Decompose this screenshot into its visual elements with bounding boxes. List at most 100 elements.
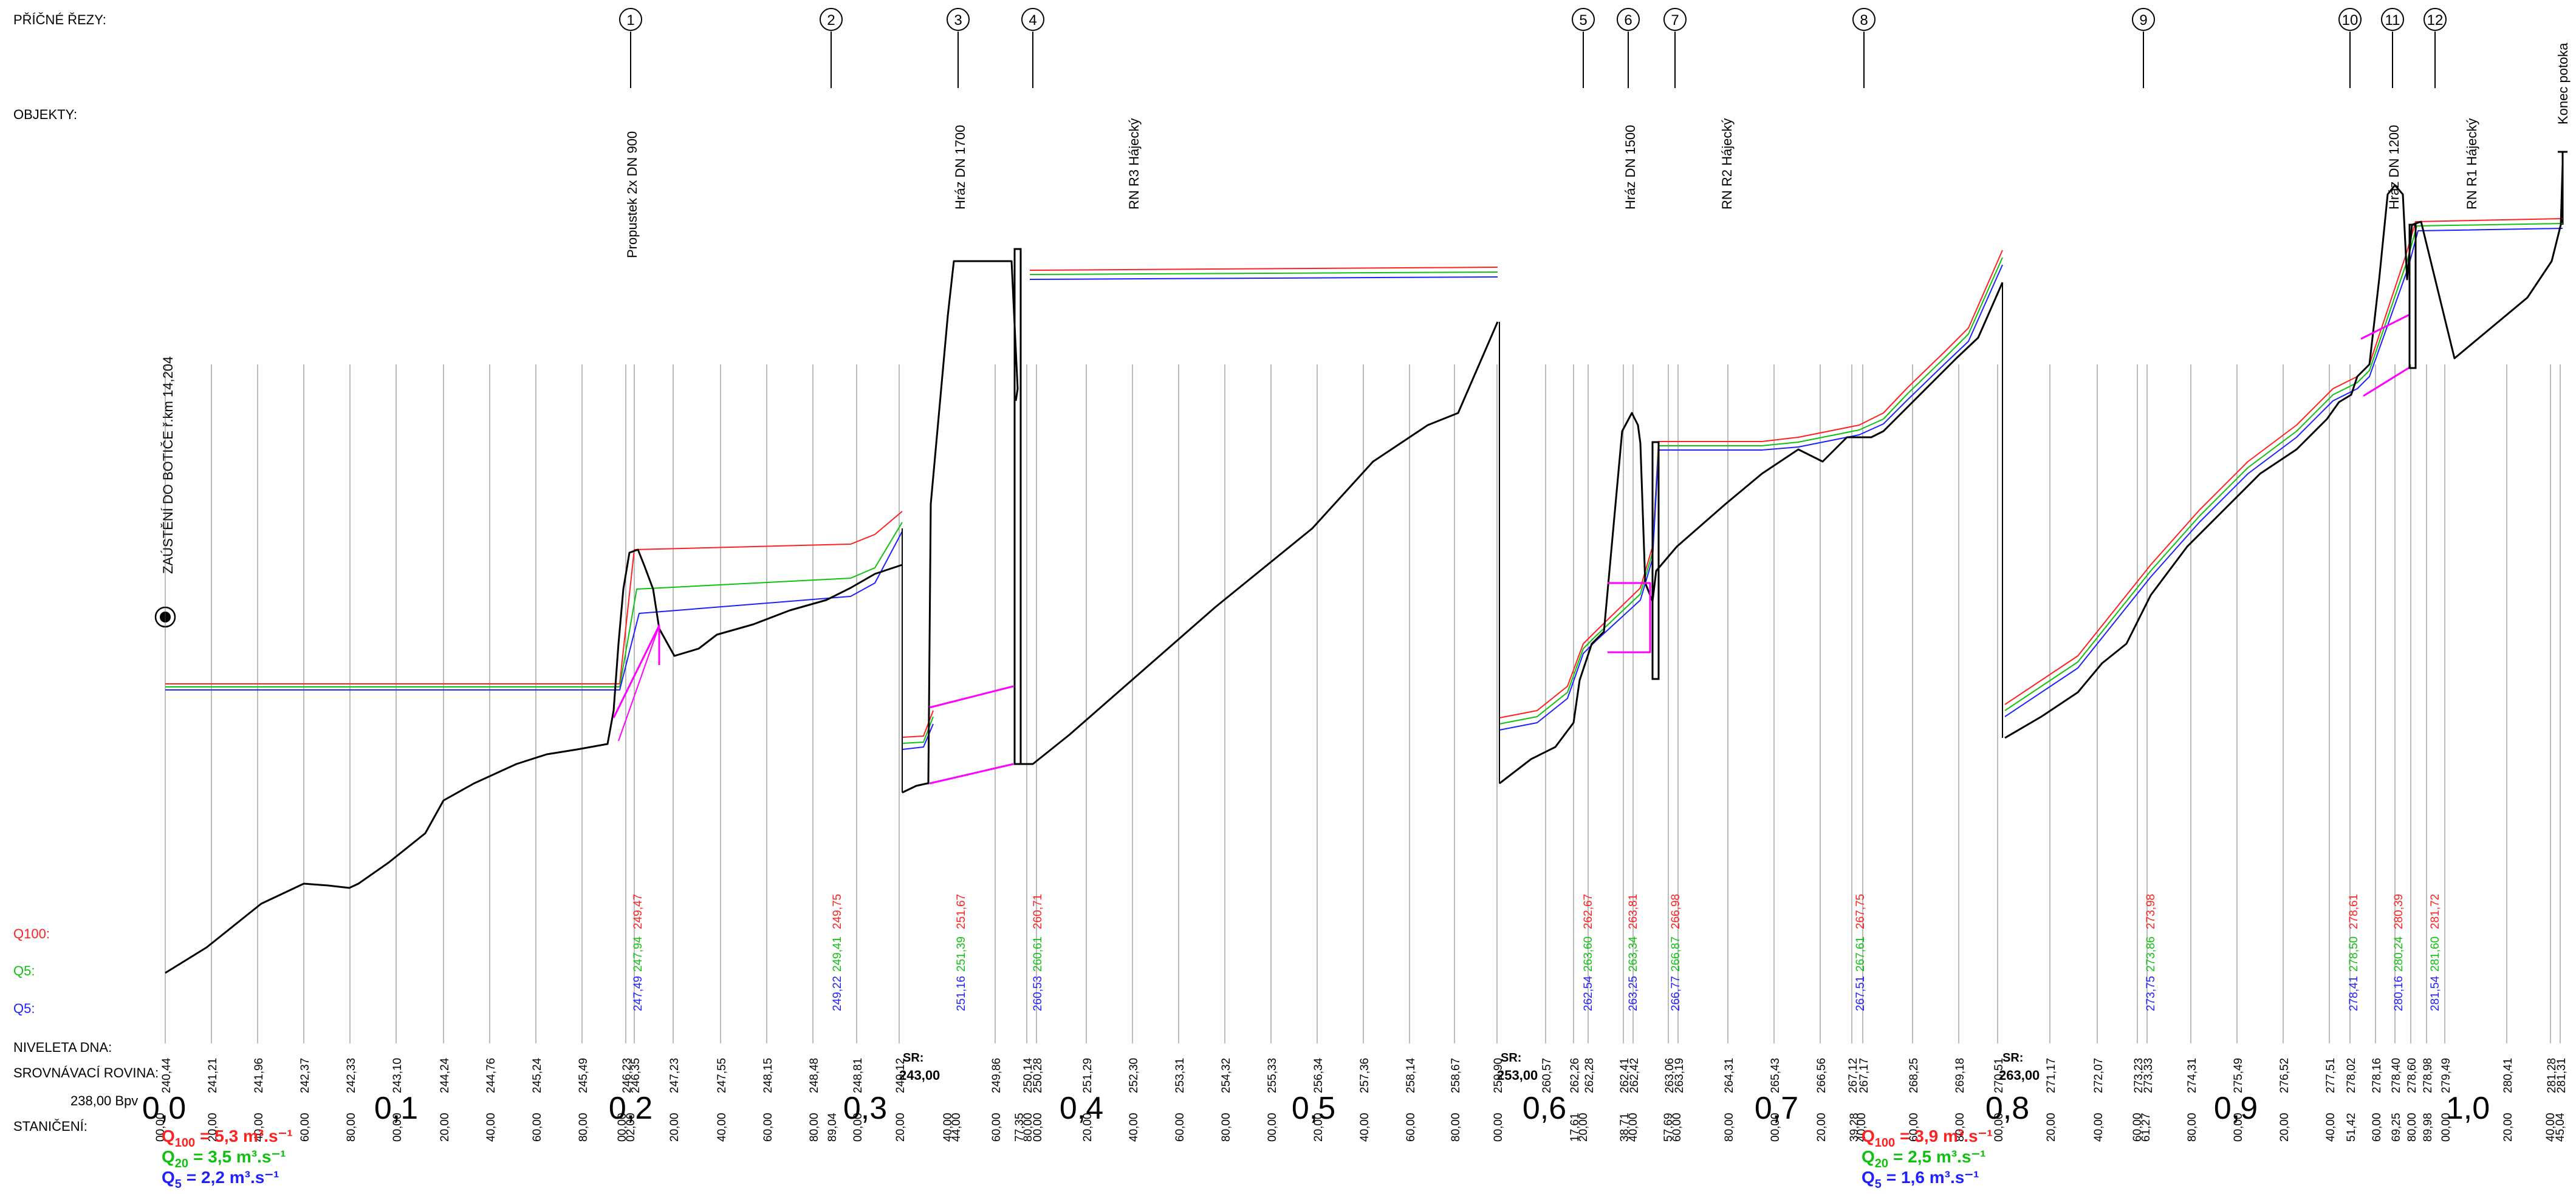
sr-marker-value: 243,00	[899, 1068, 940, 1083]
niveleta-value: 262,28	[1583, 1058, 1596, 1093]
niveleta-value: 281,28	[2546, 1058, 2558, 1093]
stationing-value: 40,00	[716, 1113, 728, 1142]
culvert-outline	[2363, 366, 2410, 397]
q5-level-value: 267,51	[1854, 976, 1867, 1011]
niveleta-value: 267,12	[1847, 1058, 1860, 1093]
stationing-value: 80,00	[1954, 1113, 1967, 1142]
niveleta-value: 270,51	[1993, 1058, 2006, 1093]
stationing-value: 80,00	[808, 1113, 821, 1142]
stationing-value: 44,00	[950, 1113, 963, 1142]
cross-section-number: 5	[1579, 12, 1587, 29]
q100-level-value: 249,75	[831, 894, 844, 929]
km-tick-label: 0,4	[1060, 1091, 1103, 1126]
cross-section-number: 6	[1624, 12, 1632, 29]
niveleta-value: 278,02	[2345, 1058, 2358, 1093]
discharge-legend-item: Q100 = 5,3 m³.s⁻¹	[162, 1127, 293, 1150]
q100-level-value: 249,47	[632, 894, 645, 929]
stationing-value: 00,00	[2440, 1113, 2453, 1142]
niveleta-value: 267,17	[1858, 1058, 1871, 1093]
q100-level-value: 262,67	[1582, 894, 1595, 929]
stationing-value: 39,28	[1848, 1113, 1861, 1142]
niveleta-value: 256,34	[1312, 1057, 1325, 1093]
sr-marker-label: SR:	[903, 1051, 923, 1065]
stationing-value: 60,00	[762, 1113, 775, 1142]
discharge-symbol: Q	[162, 1168, 175, 1187]
channel-bed-line	[1021, 321, 1499, 765]
niveleta-value: 264,31	[1723, 1058, 1736, 1093]
q20-level-value: 263,60	[1582, 936, 1595, 972]
reference-plane-value: 238,00 Bpv	[70, 1093, 138, 1108]
q20-water-line	[165, 522, 903, 687]
niveleta-value: 249,12	[894, 1058, 907, 1093]
niveleta-value: 271,17	[2045, 1058, 2058, 1093]
q100-level-value: 280,39	[2393, 894, 2405, 929]
niveleta-value: 262,42	[1628, 1058, 1641, 1093]
cross-section-number: 7	[1671, 12, 1679, 29]
stationing-value: 60,00	[1908, 1113, 1920, 1142]
niveleta-value: 245,24	[531, 1057, 544, 1093]
stationing-value: 60,00	[2371, 1113, 2383, 1142]
cross-sections-label: PŘÍČNÉ ŘEZY:	[13, 12, 106, 27]
discharge-subscript: 20	[1875, 1157, 1888, 1170]
q5-level-value: 278,41	[2348, 976, 2360, 1011]
stationing-value: 40,00	[2544, 1113, 2557, 1142]
niveleta-value: 242,33	[345, 1058, 358, 1093]
station-verticals	[165, 364, 2561, 1043]
q100-level-value: 278,61	[2348, 894, 2360, 929]
q5-water-line	[902, 723, 934, 750]
km-tick-label: 0,3	[843, 1091, 887, 1126]
water-level-annotations: 249,47 247,94 247,49 249,75 249,41 249,22 251,…	[632, 894, 2442, 1011]
stationing-value: 20,00	[2502, 1113, 2515, 1142]
niveleta-value: 247,23	[668, 1058, 681, 1093]
stationing-value: 00,00	[1266, 1113, 1279, 1142]
stationing-value: 40,00	[1128, 1113, 1140, 1142]
q20-water-line	[1029, 271, 1498, 275]
object-label: RN R1 Hájecký	[2464, 118, 2479, 210]
object-label: Propustek 2x DN 900	[625, 131, 640, 258]
confluence-label: ZAÚSTĚNÍ DO BOTIČE ř.km 14,204	[160, 356, 176, 574]
object-label: RN R3 Hájecký	[1126, 118, 1142, 210]
culvert-outline	[929, 763, 1014, 785]
outlet-structure	[1013, 248, 1022, 765]
sr-marker-label: SR:	[2002, 1051, 2023, 1065]
cross-section-circle	[1852, 8, 1875, 31]
niveleta-value: 260,57	[1541, 1058, 1553, 1093]
stationing-value: 80,00	[1022, 1113, 1035, 1142]
q20-level-value: 267,61	[1854, 936, 1867, 972]
niveleta-value: 278,60	[2406, 1058, 2419, 1093]
niveleta-value: 281,31	[2555, 1058, 2568, 1093]
stationing-value: 00,00	[1492, 1113, 1505, 1142]
q20-level-value: 251,39	[955, 936, 968, 972]
stationing-value: 51,42	[2345, 1113, 2358, 1142]
niveleta-value: 240,44	[160, 1057, 173, 1093]
stationing-value: 60,00	[2131, 1113, 2144, 1142]
niveleta-value: 278,98	[2422, 1058, 2434, 1093]
niveleta-value: 247,55	[716, 1058, 728, 1093]
discharge-value: = 3,9 m³.s⁻¹	[1900, 1127, 1993, 1145]
cross-section-circle	[947, 8, 970, 31]
discharge-legend-item: Q20 = 2,5 m³.s⁻¹	[1862, 1147, 1986, 1170]
object-label: Hráz DN 1200	[2386, 125, 2402, 210]
niveleta-label: NIVELETA DNA:	[13, 1040, 112, 1055]
q5-row-label: Q5:	[13, 1001, 35, 1016]
cross-section-number: 3	[954, 12, 962, 29]
stationing-value: 20,00	[207, 1113, 219, 1142]
stationing-value: 00,00	[1769, 1113, 1782, 1142]
stationing-value: 20,00	[1081, 1113, 1094, 1142]
niveleta-values: 240,44 241,21 241,96 242,37 242,33 243,10 244,…	[160, 1057, 2568, 1093]
cross-section-circle	[820, 8, 843, 31]
q5-level-value: 260,53	[1032, 976, 1044, 1011]
stationing-value: 80,00	[1220, 1113, 1233, 1142]
niveleta-value: 268,25	[1908, 1058, 1920, 1093]
q100-row-label: Q100:	[13, 926, 50, 941]
discharge-subscript: 100	[175, 1136, 195, 1150]
cross-section-circle	[619, 8, 642, 31]
q100-water-line	[165, 511, 903, 684]
stationing-value: 00,00	[154, 1113, 167, 1142]
stationing-value: 20,00	[439, 1113, 451, 1142]
discharge-symbol: Q	[1862, 1127, 1875, 1145]
stationing-values: 00,00 20,00 40,00 60,00 80,00 00,00 20,00 40,00…	[154, 1113, 2567, 1142]
stationing-value: 80,00	[2406, 1113, 2419, 1142]
culvert-outline	[1608, 582, 1651, 653]
